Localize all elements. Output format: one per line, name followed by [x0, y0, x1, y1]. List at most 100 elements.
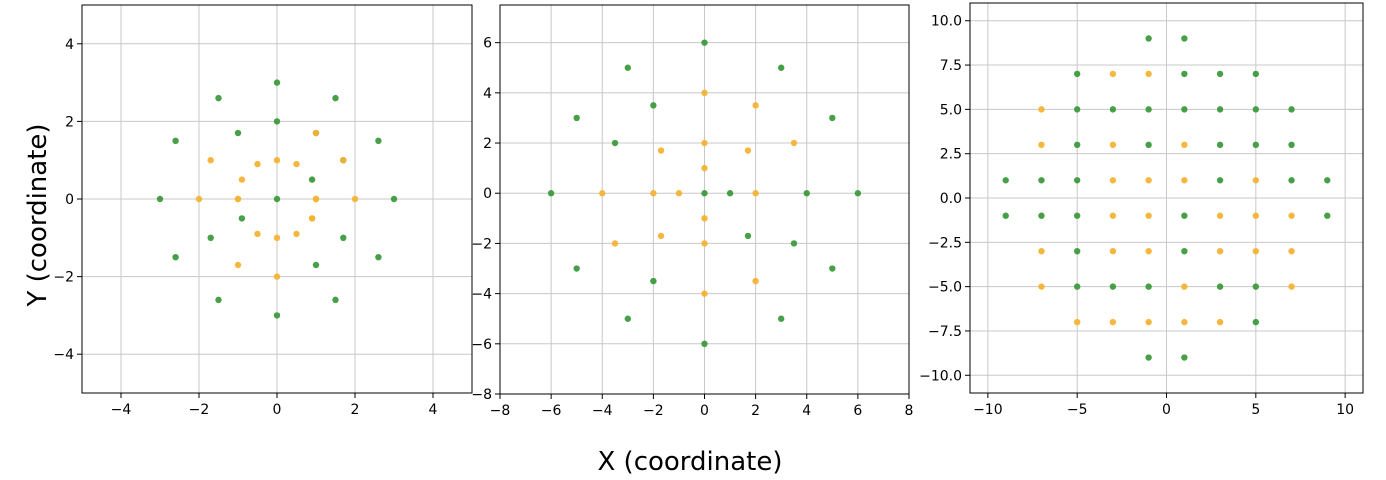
data-point-green [332, 296, 339, 304]
data-point-orange [1252, 247, 1260, 255]
data-point-green [701, 340, 708, 348]
x-tick-label: 2 [751, 403, 760, 419]
data-point-green [1252, 283, 1260, 290]
x-tick-label: 6 [853, 403, 862, 419]
data-point-green [1073, 247, 1081, 255]
data-point-green [790, 240, 798, 247]
x-tick-label: −2 [189, 402, 210, 418]
data-point-orange [1216, 212, 1224, 219]
chart-panel-1: −4 −2 0 2 4 −4 −2 0 2 4 [53, 4, 473, 418]
y-tick-label: −7.5 [928, 324, 962, 340]
y-tick-label: −5.0 [928, 280, 962, 296]
data-point-green [1145, 283, 1152, 290]
y-tick-label: 2 [483, 136, 492, 152]
data-point-orange [254, 160, 261, 168]
y-tick-label: 7.5 [940, 58, 962, 74]
data-point-green [215, 296, 222, 304]
data-point-green [1181, 354, 1188, 361]
data-point-orange [1038, 106, 1045, 113]
data-point-orange [1038, 283, 1045, 290]
data-point-green [1145, 141, 1152, 149]
data-point-orange [752, 277, 759, 285]
data-point-green [1145, 106, 1152, 113]
data-point-green [1109, 283, 1117, 290]
data-point-green [1324, 177, 1331, 184]
x-tick-label: 4 [429, 402, 438, 418]
y-tick-label: −6 [471, 337, 492, 353]
y-tick-label: 5.0 [940, 102, 962, 118]
data-point-green [172, 254, 179, 261]
data-point-orange [238, 176, 246, 183]
x-tick-label: −10 [973, 402, 1003, 418]
data-point-orange [1109, 247, 1117, 255]
data-point-orange [273, 157, 281, 164]
data-point-green [1181, 247, 1188, 255]
data-point-orange [657, 232, 665, 240]
data-point-orange [1038, 141, 1045, 149]
data-point-green [701, 190, 708, 197]
data-point-green [273, 195, 281, 203]
data-point-green [1181, 212, 1188, 219]
data-point-orange [1145, 318, 1152, 326]
data-point-orange [273, 234, 281, 241]
data-point-orange [1181, 318, 1188, 326]
data-point-orange [351, 195, 359, 203]
y-tick-label: 6 [483, 36, 492, 52]
data-point-orange [312, 195, 320, 203]
data-point-green [1002, 177, 1009, 184]
data-point-green [340, 234, 347, 241]
data-point-orange [293, 160, 300, 168]
data-point-green [573, 114, 580, 122]
x-tick-label: −5 [1067, 402, 1088, 418]
data-point-orange [1288, 283, 1295, 290]
data-point-green [777, 315, 785, 322]
x-tick-label: −8 [490, 403, 511, 419]
y-tick-label: 2.5 [940, 147, 962, 163]
data-point-orange [1181, 141, 1188, 149]
x-tick-label: 4 [802, 403, 811, 419]
data-point-orange [1109, 212, 1117, 219]
y-tick-label: 10.0 [931, 14, 962, 30]
data-point-orange [701, 139, 708, 147]
data-point-green [1038, 177, 1045, 184]
data-point-green [1252, 70, 1260, 78]
chart-panel-2: −8 −6 −4 −2 0 2 4 6 8 −8 −6 −4 −2 0 2 4 6 [471, 4, 914, 419]
data-point-green [829, 114, 836, 122]
data-point-orange [701, 89, 708, 97]
data-point-orange [1216, 247, 1224, 255]
data-point-green [650, 277, 657, 285]
data-point-orange [1252, 212, 1260, 219]
y-tick-label: −2 [471, 236, 492, 252]
y-tick-label: −4 [53, 347, 74, 363]
x-tick-label: −2 [643, 403, 664, 419]
y-tick-label: −2.5 [928, 235, 962, 251]
data-point-green [1181, 106, 1188, 113]
data-point-orange [701, 215, 708, 222]
data-point-green [1145, 354, 1152, 361]
data-point-orange [752, 102, 759, 109]
data-point-orange [1109, 70, 1117, 78]
data-point-green [1252, 106, 1260, 113]
data-point-orange [701, 290, 708, 297]
data-point-green [1073, 106, 1081, 113]
y-tick-label: 4 [65, 37, 74, 53]
data-point-orange [1252, 177, 1260, 184]
data-point-green [1145, 35, 1152, 42]
y-tick-label: −4 [471, 287, 492, 303]
x-tick-label: 8 [905, 403, 914, 419]
data-point-green [375, 254, 382, 261]
data-point-green [854, 190, 862, 197]
y-tick-label: −10.0 [919, 368, 962, 384]
y-tick-label: 2 [65, 114, 74, 130]
y-tick-label: 0 [483, 186, 492, 202]
data-point-green [650, 102, 657, 109]
data-point-orange [1145, 177, 1152, 184]
x-tick-label: −6 [541, 403, 562, 419]
x-tick-label: 0 [273, 402, 282, 418]
data-point-green [777, 64, 785, 71]
y-tick-label: 0 [65, 192, 74, 208]
data-point-green [238, 215, 246, 222]
x-tick-label: 2 [351, 402, 360, 418]
data-point-orange [1109, 141, 1117, 149]
data-point-orange [1109, 318, 1117, 326]
